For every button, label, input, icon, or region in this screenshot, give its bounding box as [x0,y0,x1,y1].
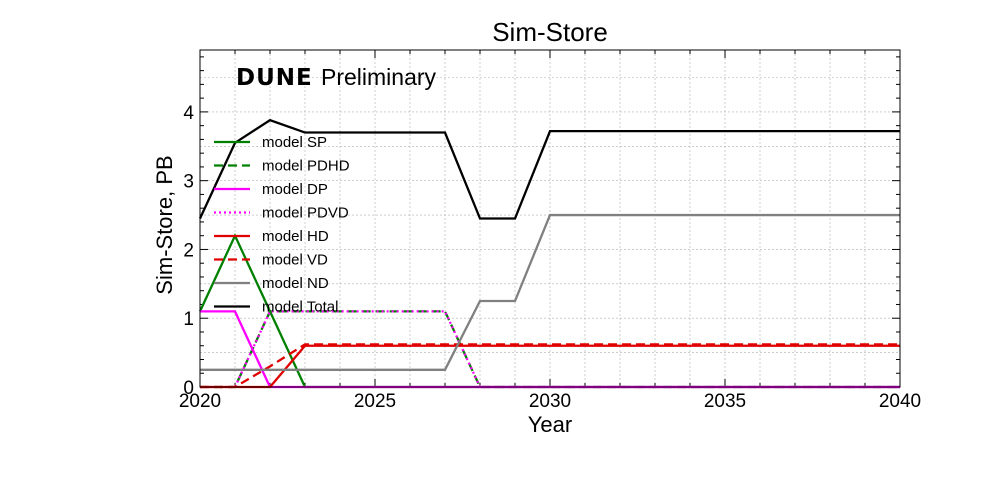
y-tick-label: 4 [183,103,194,124]
legend-label: model PDVD [262,205,349,222]
legend-label: model PDHD [262,158,350,175]
series-line-model-nd [200,213,900,371]
chart-title: Sim-Store [492,17,608,47]
grid [200,50,900,387]
series-line-model-vd [200,343,900,389]
legend-label: model SP [262,134,327,151]
y-tick-label: 2 [183,240,194,261]
brand-subtitle: Preliminary [321,64,437,90]
plot-frame [199,49,901,388]
legend-label: model Total [262,299,338,316]
x-axis-label: Year [528,412,572,437]
x-tick-label: 2035 [704,391,746,412]
x-tick-label: 2025 [354,391,396,412]
x-tick-label: 2040 [879,391,921,412]
legend-label: model HD [262,228,329,245]
x-tick-label: 2030 [529,391,571,412]
y-axis-label: Sim-Store, PB [152,155,177,294]
series-line-model-total [198,118,900,220]
tick-labels: 2020 2025 2030 2035 2040 0 1 2 3 4 [179,103,921,412]
series-line-model-hd [200,344,900,389]
legend: model SP model PDHD model DP model PDVD mode… [214,134,350,316]
y-tick-label: 0 [183,378,194,399]
x-tick-label: 2020 [179,391,221,412]
brand-annotation: DUNE Preliminary [236,64,437,91]
legend-label: model ND [262,275,329,292]
brand-logo: DUNE [236,65,313,91]
legend-label: model DP [262,181,328,198]
y-tick-label: 3 [183,172,194,193]
legend-label: model VD [262,252,328,269]
y-tick-label: 1 [183,309,194,330]
